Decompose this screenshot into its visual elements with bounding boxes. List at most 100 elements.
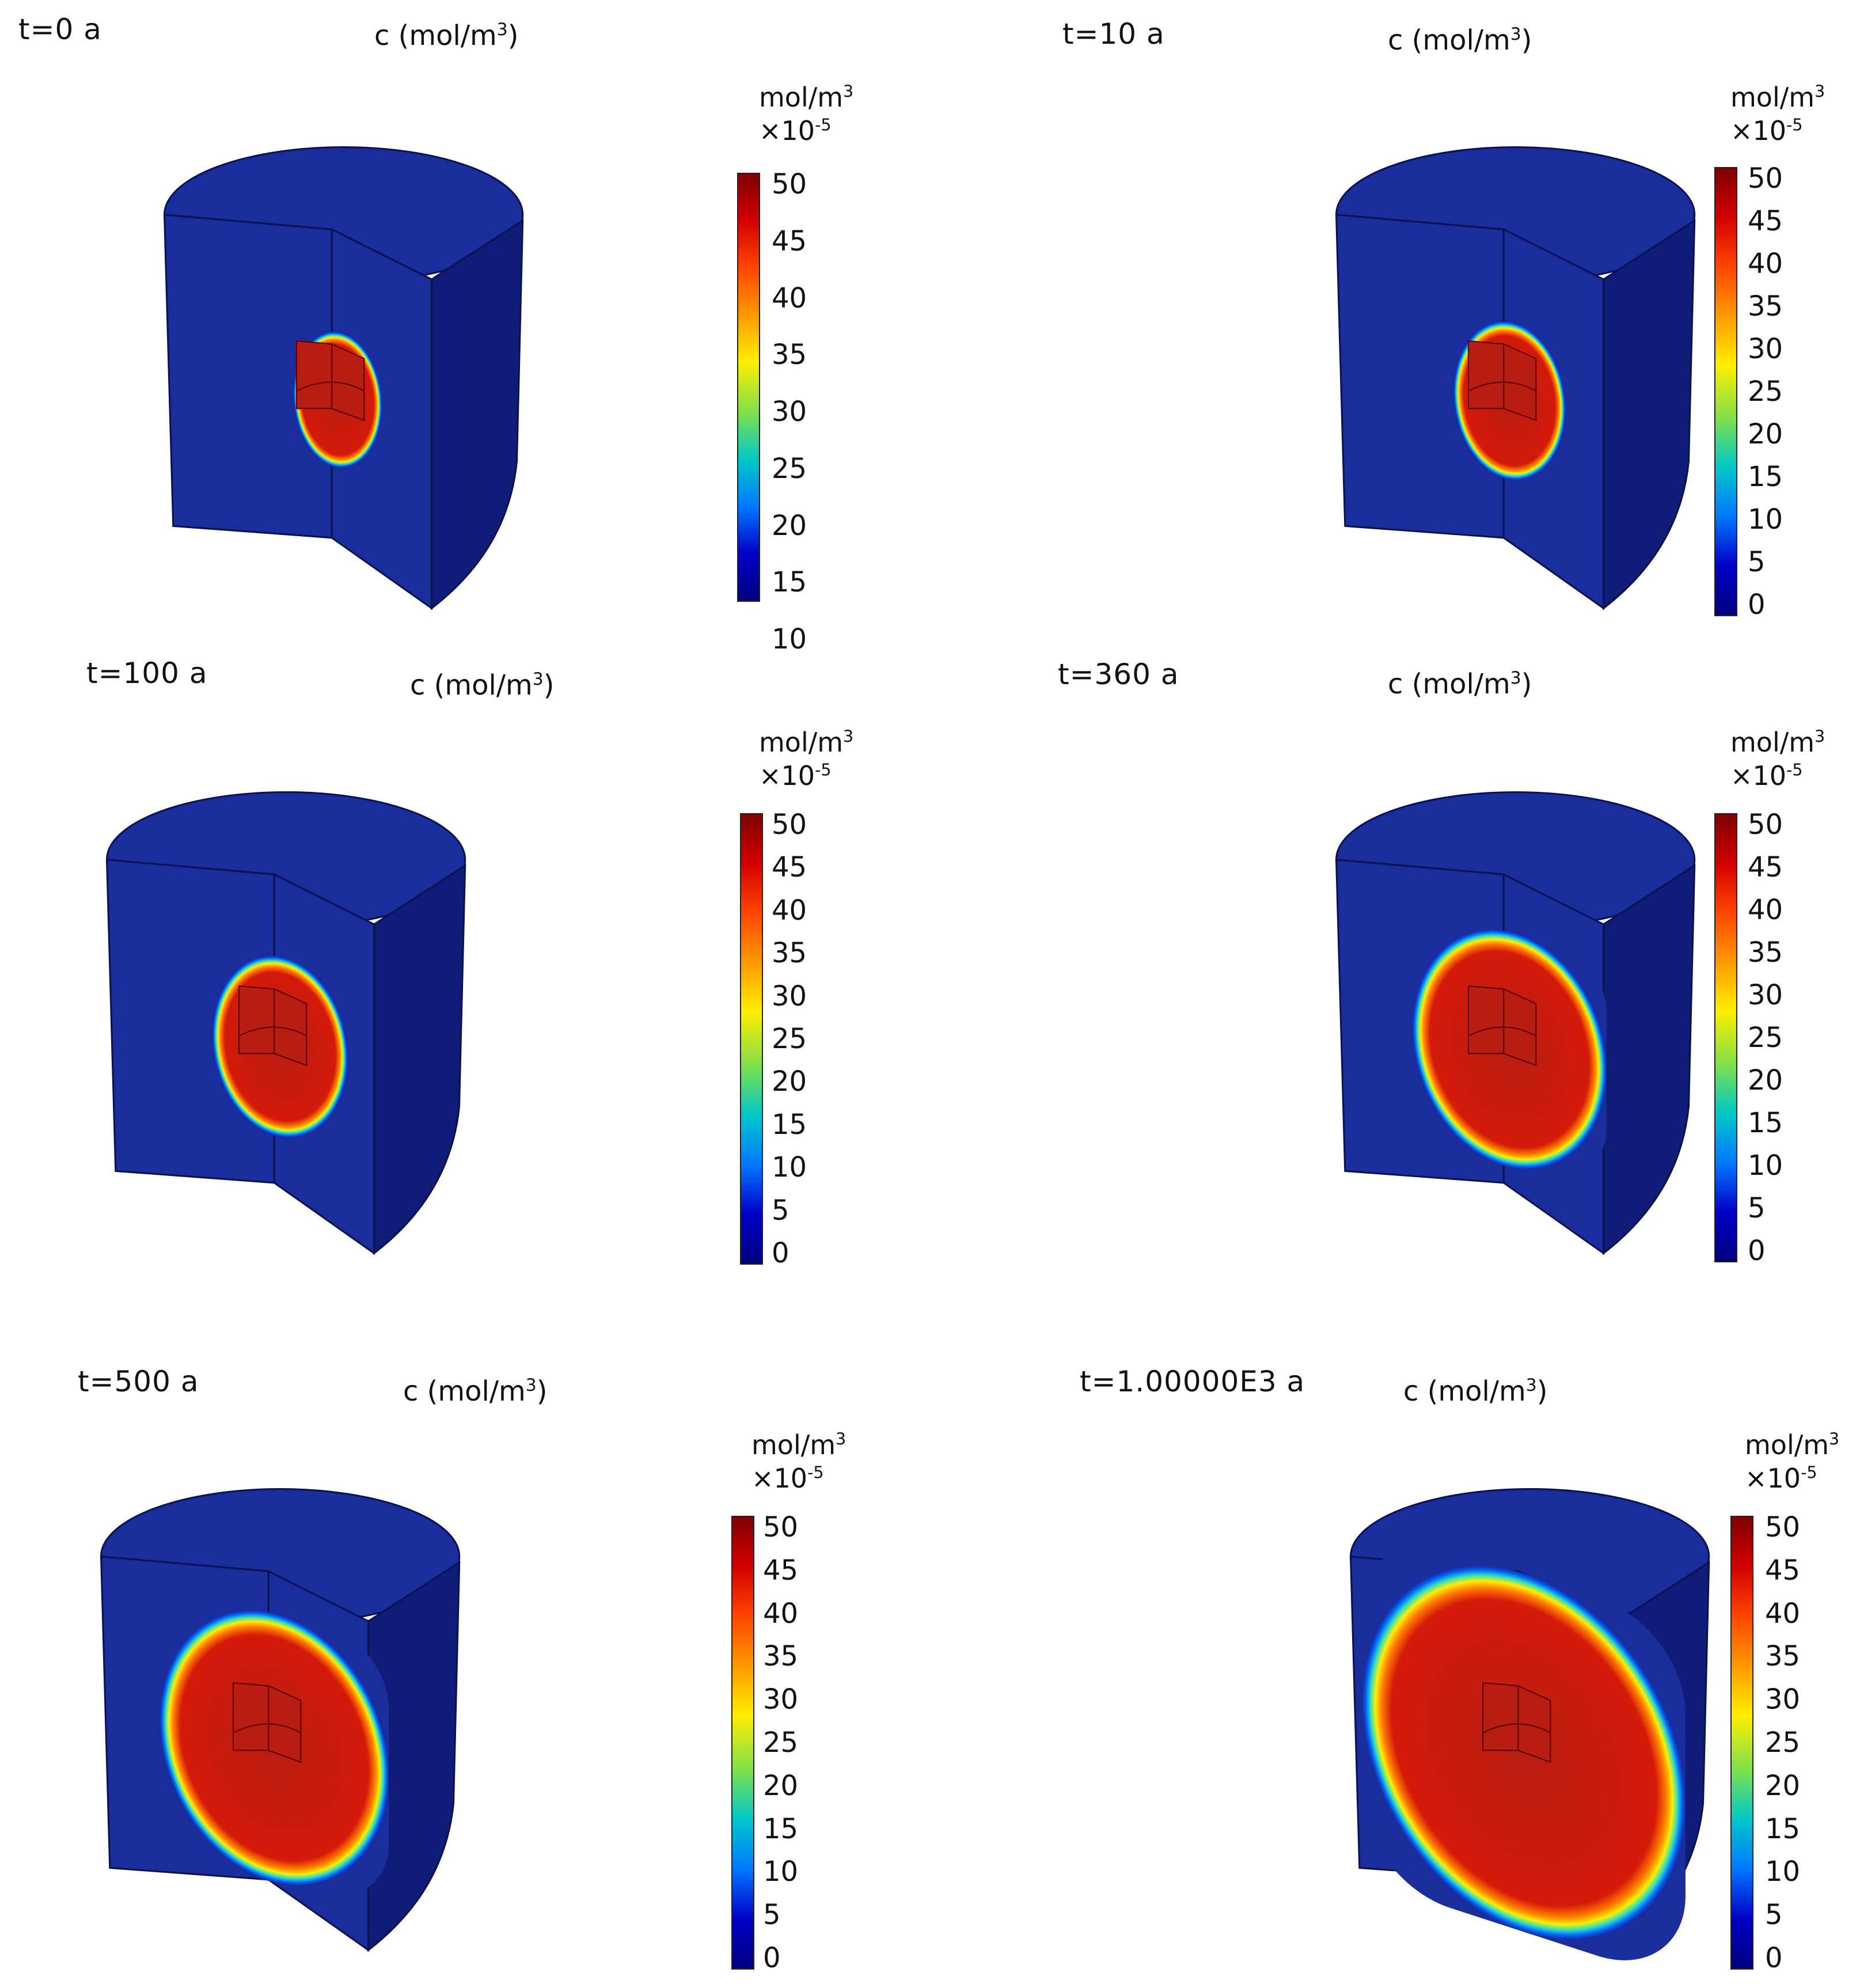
plot-title: c (mol/m3) [1403,1375,1548,1407]
cylinder-group [105,791,466,1255]
colorbar-tick-label: 20 [763,1769,799,1802]
colorbar-unit: mol/m3 ×10-5 [1745,1429,1840,1494]
cylinder-plot [1349,1488,1710,1960]
colorbar-tick-label: 20 [1748,418,1783,450]
plot-title: c (mol/m3) [1388,24,1532,56]
colorbar-tick-label: 20 [772,509,807,542]
time-label: t=1.00000E3 a [1080,1365,1305,1398]
source-block [1482,1682,1551,1763]
colorbar-tick-label: 15 [763,1812,799,1845]
colorbar-tick-label: 25 [1748,1022,1783,1054]
colorbar-tick-label: 25 [772,1023,807,1055]
colorbar [1714,167,1737,616]
colorbar-unit: mol/m3 ×10-5 [759,82,854,146]
time-label: t=10 a [1062,17,1165,51]
source-arc [238,1026,307,1037]
plot-title: c (mol/m3) [374,20,519,52]
colorbar-tick-label: 0 [763,1942,781,1974]
colorbar-tick-label: 25 [772,452,807,485]
cylinder-side [367,1561,461,1952]
colorbar-tick-label: 0 [772,1237,789,1269]
cylinder-plot [105,791,466,1255]
source-block [232,1682,302,1763]
time-label: t=100 a [86,657,208,690]
colorbar-tick-label: 25 [1765,1727,1801,1759]
colorbar-tick-label: 10 [1765,1856,1801,1888]
panel-t1000: t=1.00000E3 a c (mol/m3) mol/m3 ×10-5 50… [930,1342,1860,1988]
panel-t10: t=10 a c (mol/m3) mol/m3 ×10-5 50 45 40 35 3… [930,0,1860,633]
colorbar-unit: mol/m3 ×10-5 [1730,82,1825,146]
colorbar-tick-label: 50 [772,168,807,200]
colorbar-tick-label: 50 [1765,1511,1801,1543]
colorbar-tick-label: 15 [1765,1812,1801,1845]
colorbar-tick-label: 15 [1748,1107,1783,1139]
colorbar-tick-label: 15 [1748,461,1783,493]
plot-title: c (mol/m3) [1388,668,1532,700]
colorbar-tick-label: 15 [772,566,807,599]
colorbar-unit: mol/m3 ×10-5 [751,1429,847,1494]
colorbar-tick-label: 25 [1748,375,1783,408]
cylinder-side [373,864,466,1255]
colorbar [731,1516,754,1970]
colorbar-tick-label: 5 [1748,1192,1766,1224]
colorbar-tick-label: 50 [1748,809,1783,841]
cylinder-group [1335,791,1696,1255]
colorbar-tick-label: 50 [772,809,807,841]
colorbar-tick-label: 25 [763,1727,799,1759]
colorbar-tick-label: 30 [763,1683,799,1716]
time-label: t=0 a [18,13,102,46]
cylinder-side [1603,219,1696,610]
colorbar-tick-label: 40 [1748,248,1783,280]
colorbar-tick-label: 10 [772,1151,807,1184]
colorbar-tick-label: 35 [1748,290,1783,323]
colorbar-tick-label: 30 [772,396,807,428]
colorbar-tick-label: 40 [772,894,807,927]
colorbar-tick-label: 20 [772,1065,807,1098]
cylinder-plot [1335,791,1696,1255]
source-arc [1468,1026,1536,1037]
colorbar-tick-label: 10 [763,1856,799,1888]
plot-title: c (mol/m3) [410,669,555,701]
plot-title: c (mol/m3) [403,1375,548,1407]
colorbar-tick-label: 40 [763,1597,799,1630]
time-label: t=500 a [78,1365,199,1398]
colorbar-tick-label: 40 [1765,1597,1801,1630]
source-arc [1468,381,1536,392]
colorbar-tick-label: 35 [763,1640,799,1673]
colorbar-tick-label: 10 [1748,1149,1783,1182]
colorbar-tick-label: 45 [1765,1554,1801,1587]
cylinder-side [431,219,524,610]
colorbar-tick-label: 5 [1748,546,1766,578]
colorbar-tick-label: 30 [1765,1683,1801,1716]
colorbar-tick-label: 15 [772,1108,807,1141]
cylinder-group [1335,146,1696,610]
colorbar-tick-label: 45 [772,851,807,884]
cylinder-side [1603,864,1696,1255]
colorbar-tick-label: 10 [1748,503,1783,536]
time-label: t=360 a [1058,658,1179,691]
colorbar [1730,1516,1753,1970]
colorbar-tick-label: 45 [763,1554,799,1587]
colorbar-tick-label: 30 [1748,979,1783,1011]
colorbar-tick-label: 10 [772,623,807,655]
colorbar-tick-label: 0 [1748,1235,1766,1267]
colorbar-tick-label: 45 [772,225,807,257]
colorbar-unit: mol/m3 ×10-5 [759,727,854,791]
colorbar-tick-label: 5 [1765,1899,1783,1932]
colorbar [740,813,763,1265]
colorbar-tick-label: 40 [772,282,807,314]
colorbar-tick-label: 5 [763,1899,781,1932]
source-arc [233,1723,301,1733]
cylinder-plot [163,146,524,610]
colorbar-tick-label: 5 [772,1194,789,1227]
colorbar-unit: mol/m3 ×10-5 [1730,727,1825,791]
cylinder-plot [1335,146,1696,610]
source-arc [296,381,365,392]
colorbar-tick-label: 20 [1748,1064,1783,1097]
colorbar-tick-label: 20 [1765,1769,1801,1802]
panel-t360: t=360 a c (mol/m3) mol/m3 ×10-5 50 45 40 35… [930,645,1860,1290]
colorbar-tick-label: 50 [763,1511,799,1543]
colorbar-tick-label: 0 [1748,589,1766,621]
cylinder-group [100,1488,461,1952]
cylinder-plot [100,1488,461,1952]
